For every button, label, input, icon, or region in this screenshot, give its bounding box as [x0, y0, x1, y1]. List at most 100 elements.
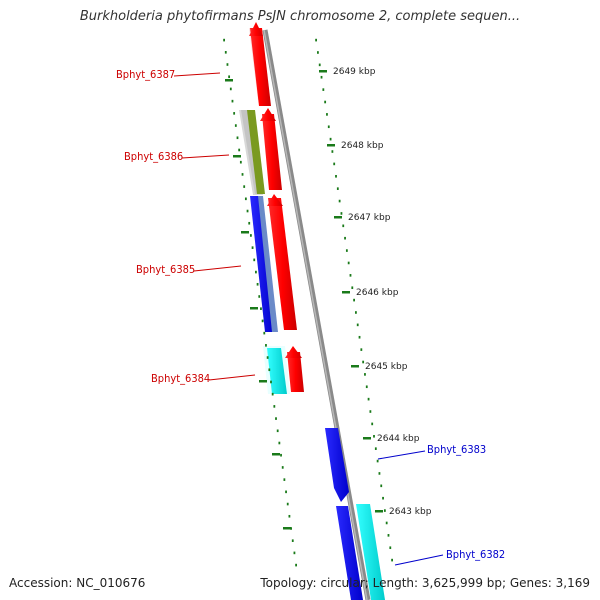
kbp-tick-label: 2644 kbp: [377, 434, 420, 444]
genome-backbone-highlight: [263, 29, 368, 600]
gene-bphyt-6385-shadow: [258, 196, 278, 332]
guide-dot: [234, 124, 237, 127]
guide-dot: [349, 274, 352, 277]
guide-dot: [317, 51, 319, 54]
kbp-tick-mark: [363, 437, 371, 440]
guide-dot: [378, 472, 381, 475]
guide-dot: [263, 331, 266, 335]
guide-dot: [322, 88, 325, 91]
gene-bphyt-6385-arrow[interactable]: [250, 196, 274, 332]
kbp-tick-label: 2647 kbp: [348, 213, 391, 223]
kbp-tick-mark: [351, 365, 359, 368]
gene-bphyt-6383-arrow[interactable]: [325, 428, 349, 502]
guide-dot: [331, 150, 334, 153]
guide-dot: [283, 478, 286, 481]
right-guide-dots: [315, 38, 393, 562]
gene-label-bphyt-6384[interactable]: Bphyt_6384: [151, 372, 210, 385]
guide-dot: [383, 509, 386, 512]
guide-dot: [271, 392, 274, 396]
gene-bphyt-6385-red-arrow-lower[interactable]: [268, 198, 297, 330]
guide-dot: [249, 234, 252, 237]
guide-dot: [238, 148, 241, 152]
gene-bphyt-6387-arrow[interactable]: [250, 28, 271, 106]
guide-dot: [345, 249, 348, 252]
kbp-tick-label: 2646 kbp: [356, 288, 399, 298]
gene-bphyt-6385-red-arrowhead[interactable]: [260, 108, 276, 121]
gene-label-bphyt-6385[interactable]: Bphyt_6385: [136, 263, 195, 276]
guide-dot: [340, 212, 343, 215]
guide-dot: [280, 453, 282, 457]
guide-dot: [248, 221, 251, 225]
guide-dot: [295, 563, 297, 567]
guide-dot: [231, 99, 234, 103]
minor-tick-mark: [272, 453, 280, 456]
guide-dot: [367, 397, 370, 401]
guide-dot: [251, 246, 254, 249]
guide-dot: [276, 429, 279, 433]
gene-label-leader-bphyt-6382: [394, 554, 444, 566]
gene-label-leader-bphyt-6387: [173, 72, 221, 77]
guide-dot: [355, 311, 357, 314]
guide-dot: [291, 539, 294, 542]
guide-dot: [318, 63, 321, 67]
gene-bphyt-6382-arrow[interactable]: [356, 504, 385, 600]
guide-dot: [358, 335, 361, 339]
gene-label-leader-bphyt-6385: [193, 265, 242, 272]
guide-dot: [288, 514, 291, 518]
sequence-title: Burkholderia phytofirmans PsJN chromosom…: [79, 9, 521, 24]
guide-dot: [266, 356, 269, 359]
kbp-tick-mark: [327, 144, 335, 147]
gene-bphyt-6384-red-arrowhead[interactable]: [285, 346, 302, 358]
minor-tick-mark: [250, 307, 258, 310]
gene-bphyt-6385-red-arrow[interactable]: [262, 114, 282, 190]
guide-dot: [353, 298, 355, 302]
topology-summary: Topology: circular; Length: 3,625,999 bp…: [260, 576, 590, 590]
guide-dot: [293, 551, 296, 555]
guide-dot: [281, 466, 284, 469]
guide-dot: [382, 496, 384, 500]
gene-bphyt-6385-red-arrowhead-lower[interactable]: [267, 194, 283, 206]
gene-bphyt-6384-red-arrow[interactable]: [287, 352, 304, 392]
guide-dot: [371, 422, 374, 426]
guide-dot: [228, 75, 231, 79]
gene-label-layer: Bphyt_6387 Bphyt_6386 Bphyt_6385 Bphyt_6384…: [116, 68, 505, 566]
minor-tick-mark: [233, 155, 241, 158]
guide-dot: [391, 558, 393, 562]
guide-dot: [270, 380, 272, 384]
gene-label-bphyt-6386[interactable]: Bphyt_6386: [124, 150, 183, 163]
guide-dot: [258, 295, 261, 298]
kbp-tick-mark: [334, 216, 342, 219]
gene-bphyt-6383-arrow-lower[interactable]: [336, 506, 363, 600]
guide-dot: [275, 417, 277, 420]
guide-dot: [324, 100, 327, 104]
gene-bphyt-6387-arrowhead[interactable]: [249, 22, 263, 36]
gene-label-bphyt-6387[interactable]: Bphyt_6387: [116, 68, 175, 81]
guide-dot: [320, 75, 323, 79]
gene-label-bphyt-6383[interactable]: Bphyt_6383: [427, 443, 486, 456]
guide-dot: [329, 137, 332, 141]
gene-label-leader-bphyt-6383: [377, 450, 426, 460]
tick-layer: 2649 kbp 2648 kbp 2647 kbp 2646 kbp 2645 kbp…: [223, 38, 432, 567]
guide-dot: [347, 261, 350, 265]
accession-label: Accession: NC_010676: [9, 576, 146, 590]
guide-dot: [261, 319, 264, 323]
guide-dot: [224, 51, 227, 54]
guide-dot: [286, 502, 289, 506]
kbp-tick-label: 2648 kbp: [341, 141, 384, 151]
guide-dot: [239, 160, 242, 164]
guide-dot: [362, 360, 365, 364]
guide-dot: [389, 546, 392, 550]
gene-label-bphyt-6382[interactable]: Bphyt_6382: [446, 548, 505, 561]
gene-bphyt-6386-arrow[interactable]: [247, 110, 265, 194]
guide-dot: [236, 136, 239, 140]
guide-dot: [244, 197, 247, 201]
guide-dot: [373, 434, 375, 438]
guide-dot: [268, 368, 271, 372]
guide-dot: [369, 410, 372, 413]
guide-dot: [326, 113, 328, 116]
guide-dot: [255, 270, 257, 274]
guide-dot: [285, 490, 287, 494]
gene-bphyt-6384-arrow[interactable]: [267, 348, 287, 394]
